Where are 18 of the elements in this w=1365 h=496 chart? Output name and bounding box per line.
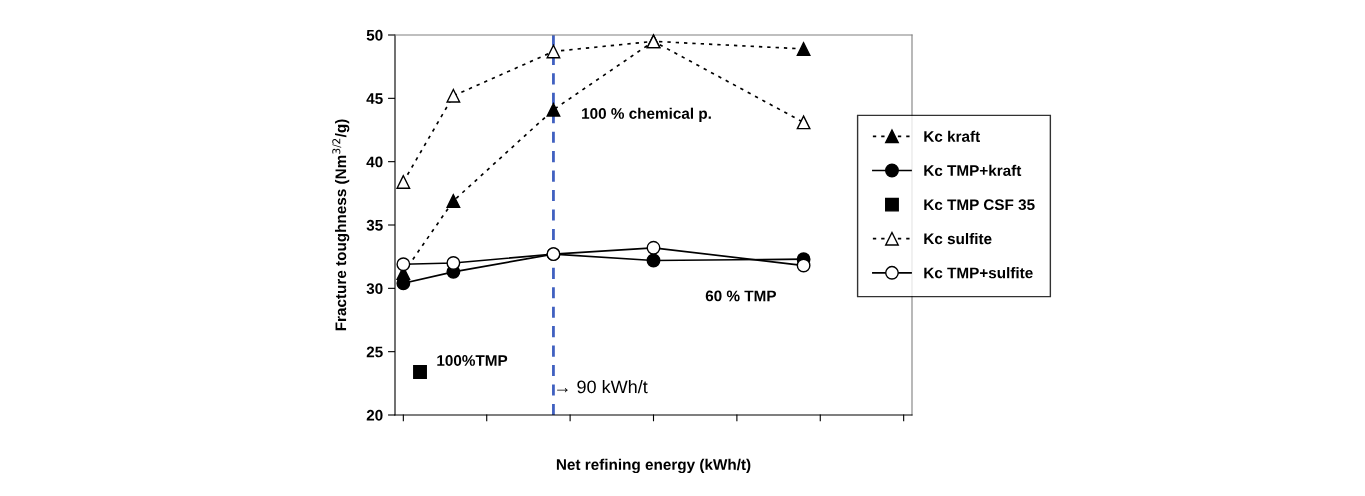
- y-tick-label: 50: [366, 29, 383, 41]
- y-tick-label: 20: [366, 409, 383, 421]
- y-axis-title: Fracture toughness (Nm$^{3/2}$/g): [332, 119, 350, 331]
- annotation: 60 % TMP: [705, 290, 776, 302]
- legend-label: Kc TMP CSF 35: [924, 199, 1035, 211]
- y-tick-label: 25: [366, 346, 383, 358]
- legend-label: Kc kraft: [924, 130, 980, 142]
- annotation: 100%TMP: [437, 355, 508, 366]
- x-axis-title: Net refining energy (kWh/t): [556, 458, 751, 474]
- annotation: → 90 kWh/t: [557, 379, 648, 394]
- y-tick-label: 30: [366, 283, 383, 295]
- y-tick-label: 40: [366, 156, 383, 168]
- legend-label: Kc sulfite: [924, 232, 992, 245]
- annotation: 100 % chemical p.: [582, 107, 711, 122]
- legend-label: Kc TMP+kraft: [924, 164, 1022, 176]
- y-tick-label: 45: [366, 93, 383, 105]
- y-tick-label: 35: [366, 219, 383, 231]
- legend-label: Kc TMP+sulfite: [924, 267, 1033, 279]
